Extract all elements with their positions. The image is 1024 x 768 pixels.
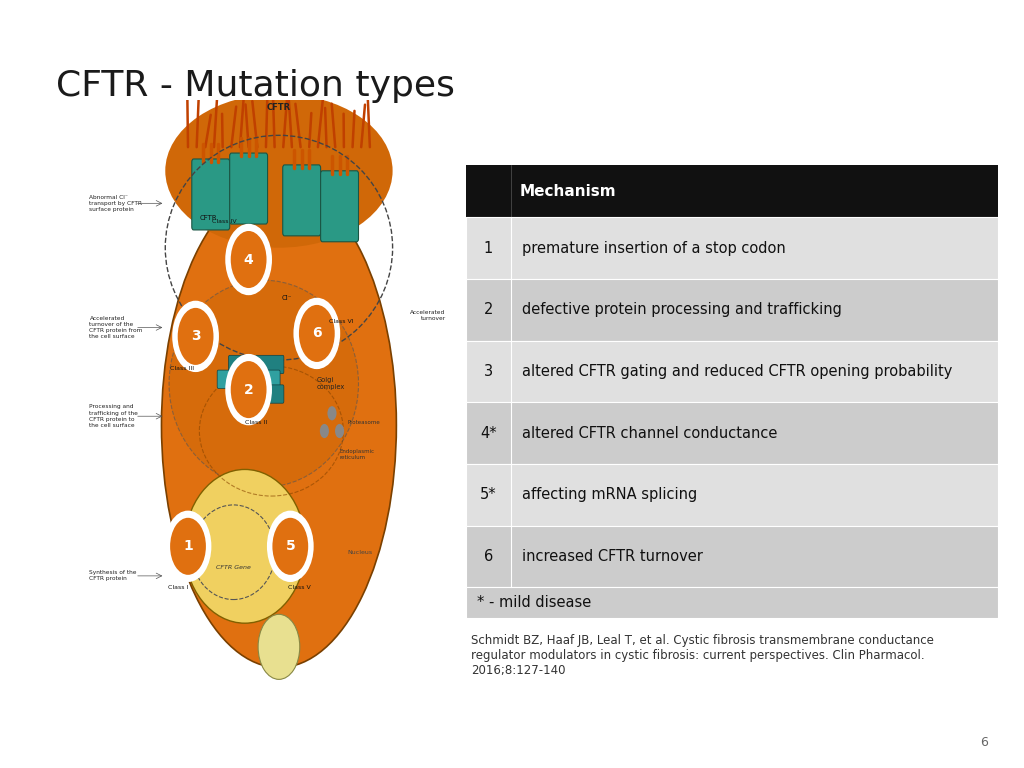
Circle shape — [169, 517, 207, 576]
Text: Mechanism: Mechanism — [519, 184, 615, 199]
Text: CFTR: CFTR — [200, 215, 218, 221]
FancyBboxPatch shape — [321, 170, 358, 242]
FancyBboxPatch shape — [228, 385, 284, 403]
Text: Class II: Class II — [245, 419, 267, 425]
Text: defective protein processing and trafficking: defective protein processing and traffic… — [522, 303, 842, 317]
Bar — [466, 588, 998, 618]
Circle shape — [268, 512, 312, 581]
Circle shape — [335, 424, 344, 438]
Bar — [466, 279, 998, 341]
Text: Nucleus: Nucleus — [347, 550, 373, 554]
Text: Accelerated
turnover: Accelerated turnover — [411, 310, 445, 321]
Circle shape — [229, 230, 267, 289]
Circle shape — [177, 307, 215, 366]
Circle shape — [226, 356, 270, 424]
Text: 6: 6 — [312, 326, 322, 340]
Circle shape — [226, 225, 270, 294]
Text: 6: 6 — [980, 736, 988, 749]
Ellipse shape — [184, 469, 305, 623]
Text: Synthesis of the
CFTR protein: Synthesis of the CFTR protein — [89, 571, 137, 581]
Text: 3: 3 — [484, 364, 494, 379]
Text: Class I: Class I — [168, 585, 188, 591]
Text: * - mild disease: * - mild disease — [476, 595, 591, 611]
Circle shape — [328, 406, 337, 420]
Text: premature insertion of a stop codon: premature insertion of a stop codon — [522, 240, 785, 256]
Text: CFTR: CFTR — [267, 103, 291, 112]
Ellipse shape — [169, 280, 358, 487]
Text: Class VI: Class VI — [329, 319, 353, 324]
FancyBboxPatch shape — [283, 165, 321, 236]
Text: 4*: 4* — [480, 425, 497, 441]
Text: affecting mRNA splicing: affecting mRNA splicing — [522, 488, 697, 502]
Text: Class III: Class III — [170, 366, 195, 372]
Text: 5*: 5* — [480, 488, 497, 502]
Bar — [466, 464, 998, 526]
Text: Golgi
complex: Golgi complex — [316, 377, 345, 390]
Text: Class V: Class V — [289, 585, 311, 591]
Circle shape — [298, 304, 336, 363]
Text: Processing and
trafficking of the
CFTR protein to
the cell surface: Processing and trafficking of the CFTR p… — [89, 405, 138, 428]
Circle shape — [229, 360, 267, 419]
Text: 1: 1 — [484, 240, 494, 256]
Text: CFTR - Mutation types: CFTR - Mutation types — [56, 69, 456, 103]
Text: altered CFTR gating and reduced CFTR opening probability: altered CFTR gating and reduced CFTR ope… — [522, 364, 952, 379]
Text: altered CFTR channel conductance: altered CFTR channel conductance — [522, 425, 777, 441]
Bar — [466, 217, 998, 279]
Bar — [466, 341, 998, 402]
FancyBboxPatch shape — [229, 153, 267, 224]
Ellipse shape — [162, 183, 396, 667]
Circle shape — [271, 517, 309, 576]
Bar — [466, 402, 998, 464]
Circle shape — [319, 424, 329, 438]
Text: 6: 6 — [484, 549, 494, 564]
Bar — [466, 526, 998, 588]
Circle shape — [258, 614, 300, 680]
Text: Proteasome: Proteasome — [347, 419, 380, 425]
Bar — [466, 165, 998, 217]
Text: 2: 2 — [484, 303, 494, 317]
Text: Schmidt BZ, Haaf JB, Leal T, et al. Cystic fibrosis transmembrane conductance
re: Schmidt BZ, Haaf JB, Leal T, et al. Cyst… — [471, 634, 934, 677]
Circle shape — [166, 512, 210, 581]
Text: increased CFTR turnover: increased CFTR turnover — [522, 549, 702, 564]
Text: Endoplasmic
reticulum: Endoplasmic reticulum — [340, 449, 375, 460]
Circle shape — [295, 299, 339, 368]
Text: 3: 3 — [190, 329, 201, 343]
FancyBboxPatch shape — [191, 159, 229, 230]
Text: Cl⁻: Cl⁻ — [282, 295, 292, 301]
Ellipse shape — [165, 94, 392, 248]
Text: 2: 2 — [244, 382, 254, 396]
Text: Accelerated
turnover of the
CFTR protein from
the cell surface: Accelerated turnover of the CFTR protein… — [89, 316, 143, 339]
Text: 1: 1 — [183, 539, 193, 553]
FancyBboxPatch shape — [217, 370, 281, 389]
Text: Abnormal Cl⁻
transport by CFTR
surface protein: Abnormal Cl⁻ transport by CFTR surface p… — [89, 194, 142, 212]
Text: 4: 4 — [244, 253, 254, 266]
Text: CFTR Gene: CFTR Gene — [216, 564, 251, 570]
Circle shape — [174, 302, 217, 371]
Text: 5: 5 — [286, 539, 295, 553]
Text: Class IV: Class IV — [212, 219, 237, 223]
FancyBboxPatch shape — [228, 356, 284, 374]
